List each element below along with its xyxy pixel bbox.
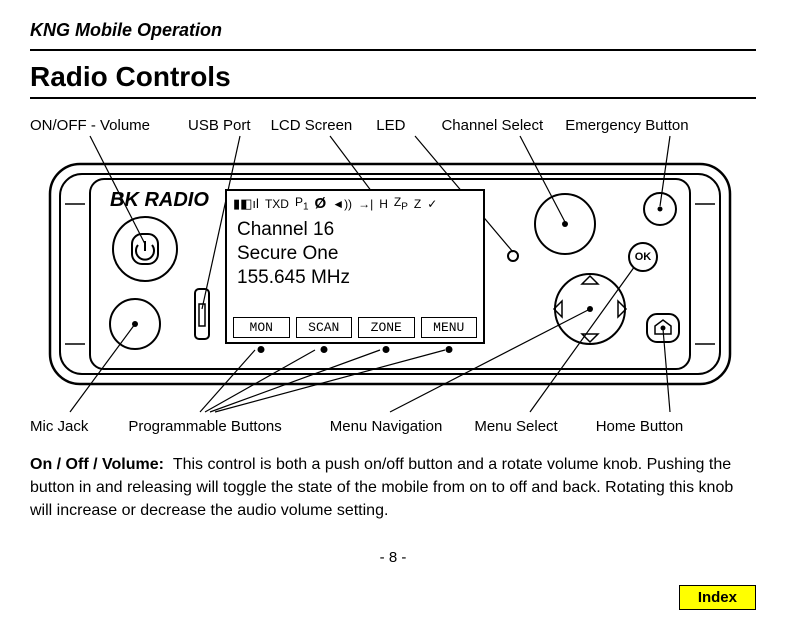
signal-icon: ▮◧ıl: [233, 196, 259, 212]
check-icon: ✓: [427, 197, 437, 211]
lcd-line2: Secure One: [237, 242, 473, 266]
label-lcd: LCD Screen: [271, 117, 353, 134]
lcd-txd: TXD: [265, 197, 289, 211]
arrow-icon: →|: [358, 197, 373, 211]
label-chsel: Channel Select: [441, 117, 543, 134]
lcd-softkeys: MON SCAN ZONE MENU: [233, 317, 477, 338]
label-usb: USB Port: [188, 117, 251, 134]
lcd-zp: ZP: [394, 195, 408, 212]
radio-diagram: BK RADIO ▮◧ıl TXD P1 Ø ◄)) →| H ZP Z ✓ C…: [30, 134, 750, 414]
lcd-p1: P1: [295, 195, 309, 212]
section-title: Radio Controls: [30, 61, 756, 99]
softkey-mon[interactable]: MON: [233, 317, 290, 338]
top-labels-row: ON/OFF - Volume USB Port LCD Screen LED …: [30, 117, 756, 134]
label-emerg: Emergency Button: [565, 117, 688, 134]
lcd-line3: 155.645 MHz: [237, 266, 473, 290]
label-onoff: ON/OFF - Volume: [30, 117, 150, 134]
softkey-menu[interactable]: MENU: [421, 317, 478, 338]
doc-header: KNG Mobile Operation: [30, 20, 756, 41]
page-number: - 8 -: [30, 549, 756, 566]
lcd-h: H: [379, 197, 388, 211]
label-prog: Programmable Buttons: [128, 418, 281, 435]
index-button[interactable]: Index: [679, 585, 756, 610]
lcd-screen: ▮◧ıl TXD P1 Ø ◄)) →| H ZP Z ✓ Channel 16…: [225, 189, 485, 344]
label-home: Home Button: [596, 418, 684, 435]
lcd-main: Channel 16 Secure One 155.645 MHz: [227, 216, 483, 291]
label-led: LED: [376, 117, 405, 134]
lcd-status-bar: ▮◧ıl TXD P1 Ø ◄)) →| H ZP Z ✓: [227, 191, 483, 216]
softkey-scan[interactable]: SCAN: [296, 317, 353, 338]
null-icon: Ø: [315, 195, 327, 212]
brand-text: BK RADIO: [110, 189, 209, 212]
ok-button[interactable]: OK: [628, 242, 658, 272]
label-menunav: Menu Navigation: [330, 418, 443, 435]
lcd-z: Z: [414, 197, 421, 211]
body-paragraph: On / Off / Volume: This control is both …: [30, 453, 756, 523]
label-menusel: Menu Select: [474, 418, 557, 435]
lcd-line1: Channel 16: [237, 218, 473, 242]
speaker-icon: ◄)): [332, 197, 352, 211]
bottom-labels-row: Mic Jack Programmable Buttons Menu Navig…: [30, 418, 756, 435]
body-lead: On / Off / Volume:: [30, 456, 164, 473]
softkey-zone[interactable]: ZONE: [358, 317, 415, 338]
header-rule: [30, 49, 756, 51]
label-mic: Mic Jack: [30, 418, 88, 435]
